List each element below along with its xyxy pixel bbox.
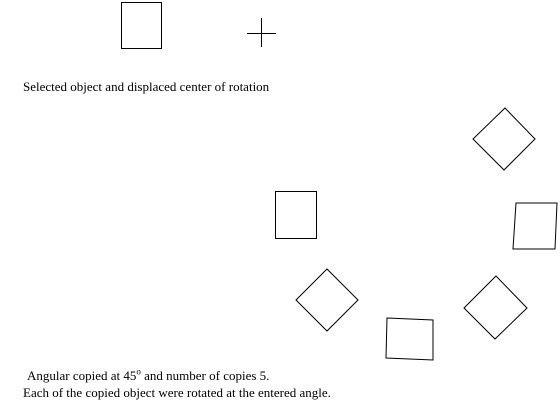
angular-copy-prefix: Angular copied at 45: [27, 368, 137, 383]
copy-2-rotated-square: [385, 317, 434, 361]
degree-symbol: o: [136, 366, 141, 377]
rotation-note-caption: Each of the copied object were rotated a…: [23, 385, 331, 400]
copy-1-rotated-square: [295, 268, 359, 332]
angular-copy-caption: Angular copied at 45o and number of copi…: [27, 366, 270, 384]
copy-5-rotated-square: [472, 107, 536, 171]
rotation-center-cross: [247, 18, 276, 47]
angular-copy-suffix: and number of copies 5.: [140, 368, 270, 383]
selected-object-square: [121, 2, 162, 49]
original-object-square: [275, 191, 317, 239]
selected-object-caption: Selected object and displaced center of …: [23, 79, 270, 94]
copy-3-rotated-square: [463, 275, 528, 340]
copy-4-rotated-square: [512, 202, 558, 250]
